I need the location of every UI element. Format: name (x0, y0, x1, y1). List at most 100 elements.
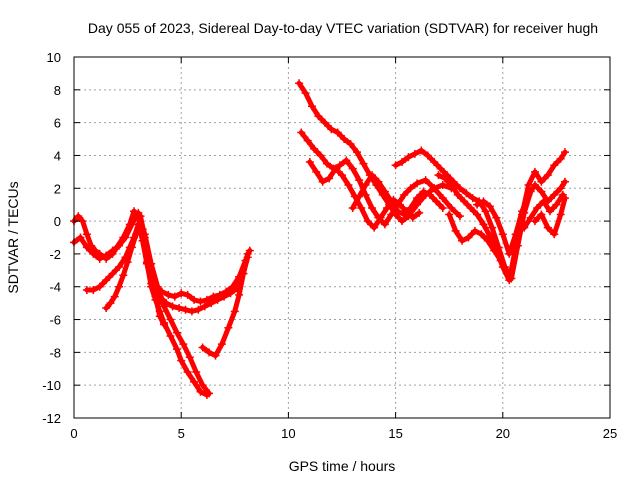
data-point (479, 197, 488, 206)
data-point (447, 180, 456, 189)
data-point (190, 295, 199, 304)
data-point (556, 184, 565, 193)
data-point (462, 189, 471, 198)
data-point (455, 184, 464, 193)
data-point (187, 307, 196, 316)
data-point (408, 213, 417, 222)
y-axis-label: SDTVAR / TECUs (5, 181, 21, 293)
data-point (110, 292, 119, 301)
y-tick-label: -12 (42, 411, 61, 426)
data-point (511, 230, 520, 239)
data-point (348, 164, 357, 173)
data-point (455, 212, 464, 221)
y-tick-label: 8 (54, 83, 61, 98)
y-tick-label: 0 (54, 214, 61, 229)
x-tick-label: 15 (388, 426, 402, 441)
data-point (438, 194, 447, 203)
data-point (303, 136, 312, 145)
data-point (95, 254, 104, 263)
data-point (483, 236, 492, 245)
data-point (550, 230, 559, 239)
data-point (239, 269, 248, 278)
data-point (458, 236, 467, 245)
data-point (89, 249, 98, 258)
data-point (393, 207, 402, 216)
data-point (314, 112, 323, 121)
data-point (102, 304, 111, 313)
data-point (115, 241, 124, 250)
data-point (342, 156, 351, 165)
data-point (505, 249, 514, 258)
data-point (468, 194, 477, 203)
data-point (539, 197, 548, 206)
data-point (160, 320, 169, 329)
data-point (181, 305, 190, 314)
data-point (460, 197, 469, 206)
data-point (95, 282, 104, 291)
data-point (325, 174, 334, 183)
data-point (132, 230, 141, 239)
data-point (436, 164, 445, 173)
data-point (398, 158, 407, 167)
data-point (121, 233, 130, 242)
data-point (395, 200, 404, 209)
data-point (346, 139, 355, 148)
data-point (301, 89, 310, 98)
data-point (115, 282, 124, 291)
data-point (505, 276, 514, 285)
data-point (127, 243, 136, 252)
data-point (380, 220, 389, 229)
data-point (560, 177, 569, 186)
series-trace (446, 212, 510, 277)
data-point (207, 299, 216, 308)
data-point (537, 177, 546, 186)
data-point (430, 158, 439, 167)
data-point (179, 340, 188, 349)
y-tick-label: -6 (49, 313, 61, 328)
y-tick-label: -2 (49, 247, 61, 262)
data-point (194, 305, 203, 314)
data-point (413, 194, 422, 203)
data-point (417, 146, 426, 155)
data-point (496, 256, 505, 265)
data-point (318, 177, 327, 186)
data-point (543, 223, 552, 232)
x-tick-label: 5 (178, 426, 185, 441)
data-point (106, 299, 115, 308)
x-tick-labels: 0 5 10 15 20 25 (70, 426, 617, 441)
data-point (331, 164, 340, 173)
data-point (102, 251, 111, 260)
data-point (205, 348, 214, 357)
data-point (438, 203, 447, 212)
data-point (82, 243, 91, 252)
data-point (423, 151, 432, 160)
y-tick-label: 10 (47, 50, 61, 65)
data-point (447, 203, 456, 212)
data-point (438, 180, 447, 189)
grid-lines (74, 57, 610, 418)
data-point (162, 299, 171, 308)
data-point (361, 180, 370, 189)
data-point (451, 226, 460, 235)
x-axis-label: GPS time / hours (289, 458, 396, 474)
series-trace (298, 130, 463, 227)
data-point (183, 368, 192, 377)
data-point (344, 180, 353, 189)
data-point (464, 233, 473, 242)
data-point (410, 149, 419, 158)
data-point (226, 289, 235, 298)
data-point (440, 174, 449, 183)
series-pass-7 (198, 249, 252, 360)
data-point (102, 276, 111, 285)
data-point (400, 210, 409, 219)
data-point (220, 292, 229, 301)
data-point (520, 223, 529, 232)
data-point (190, 377, 199, 386)
data-point (477, 230, 486, 239)
x-tick-label: 20 (496, 426, 510, 441)
data-point (357, 203, 366, 212)
data-point (297, 128, 306, 137)
data-point (198, 343, 207, 352)
data-point (473, 200, 482, 209)
series-pass-6 (155, 253, 252, 316)
